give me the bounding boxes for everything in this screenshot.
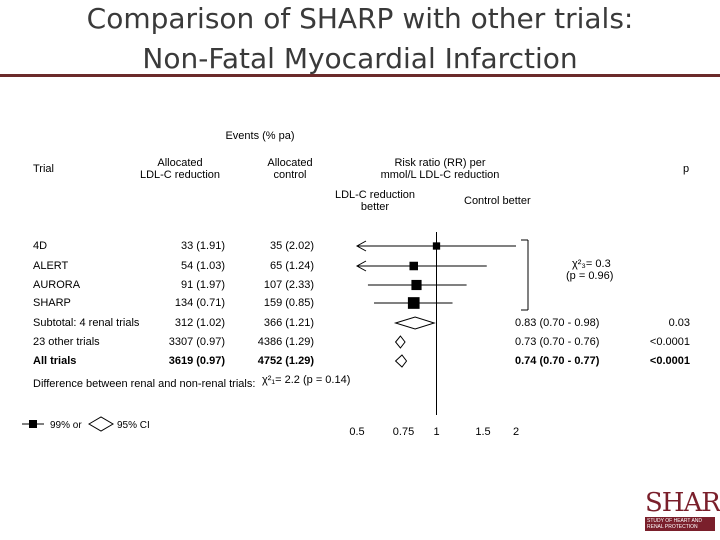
- title-rule: [0, 74, 720, 77]
- row-ldl-events: 33 (1.91): [180, 240, 225, 252]
- difference-stat: χ²₁= 2.2 (p = 0.14): [262, 374, 351, 386]
- heterogeneity-stat: χ²₃= 0.3: [572, 258, 611, 270]
- row-ctrl-events: 35 (2.02): [269, 240, 314, 252]
- alloc-ctrl-header-2: control: [273, 169, 307, 181]
- ci-arrow: [355, 260, 367, 272]
- x-tick-label: 0.5: [349, 426, 364, 438]
- alloc-ldl-header-1: Allocated: [157, 157, 203, 169]
- ci-diamond: [394, 335, 406, 349]
- row-p-value: <0.0001: [649, 355, 690, 367]
- row-ctrl-events: 159 (0.85): [263, 297, 314, 309]
- x-tick-label: 0.75: [393, 426, 414, 438]
- x-tick-label: 2: [513, 426, 519, 438]
- sharp-logo: SHARP STUDY OF HEART AND RENAL PROTECTIO…: [645, 488, 720, 531]
- row-p-value: 0.03: [668, 317, 690, 329]
- row-ctrl-events: 4752 (1.29): [257, 355, 314, 367]
- trial-header: Trial: [33, 163, 54, 175]
- row-ldl-events: 134 (0.71): [174, 297, 225, 309]
- logo-band: STUDY OF HEART AND RENAL PROTECTION: [645, 517, 715, 531]
- row-trial-name: 23 other trials: [33, 336, 100, 348]
- row-ctrl-events: 4386 (1.29): [257, 336, 314, 348]
- row-trial-name: AURORA: [33, 279, 81, 291]
- point-estimate-square: [407, 297, 420, 309]
- legend-ci99-square: [29, 420, 37, 428]
- x-tick-label: 1: [433, 426, 439, 438]
- alloc-ctrl-header-1: Allocated: [267, 157, 313, 169]
- alloc-ldl-header-2: LDL-C reduction: [139, 169, 221, 181]
- row-p-value: <0.0001: [649, 336, 690, 348]
- ci-arrow: [355, 240, 367, 252]
- row-ldl-events: 91 (1.97): [180, 279, 225, 291]
- legend-ci95-label: 95% CI: [117, 420, 150, 431]
- difference-label: Difference between renal and non-renal t…: [33, 378, 256, 390]
- better-ldl-2: better: [360, 201, 390, 213]
- row-rr-text: 0.74 (0.70 - 0.77): [515, 355, 600, 367]
- row-ctrl-events: 65 (1.24): [269, 260, 314, 272]
- row-trial-name: All trials: [33, 355, 77, 367]
- point-estimate-square: [411, 279, 422, 291]
- point-estimate-square: [432, 242, 441, 250]
- events-header: Events (% pa): [225, 130, 295, 142]
- legend-ci95-diamond: [88, 416, 114, 432]
- logo-word: SHARP: [645, 488, 720, 518]
- row-rr-text: 0.73 (0.70 - 0.76): [515, 336, 600, 348]
- row-ctrl-events: 107 (2.33): [263, 279, 314, 291]
- row-ldl-events: 312 (1.02): [174, 317, 225, 329]
- row-ctrl-events: 366 (1.21): [263, 317, 314, 329]
- row-rr-text: 0.83 (0.70 - 0.98): [515, 317, 600, 329]
- rr-header-2: mmol/L LDL-C reduction: [380, 169, 500, 181]
- row-trial-name: ALERT: [33, 260, 69, 272]
- point-estimate-square: [409, 261, 418, 271]
- better-ctrl: Control better: [464, 195, 531, 207]
- rr-header-1: Risk ratio (RR) per: [394, 157, 486, 169]
- row-trial-name: SHARP: [33, 297, 71, 309]
- ci-diamond: [394, 354, 408, 368]
- row-trial-name: Subtotal: 4 renal trials: [33, 317, 140, 329]
- row-trial-name: 4D: [33, 240, 48, 252]
- row-ldl-events: 3619 (0.97): [168, 355, 225, 367]
- page-title-line-2: Non-Fatal Myocardial Infarction: [142, 42, 578, 75]
- legend-ci99-label: 99% or: [50, 420, 82, 431]
- p-header: p: [683, 163, 690, 175]
- better-ldl-1: LDL-C reduction: [334, 189, 416, 201]
- ci-diamond: [393, 316, 436, 330]
- row-ldl-events: 3307 (0.97): [168, 336, 225, 348]
- page-title-line-1: Comparison of SHARP with other trials:: [86, 2, 634, 35]
- x-tick-label: 1.5: [475, 426, 490, 438]
- row-ldl-events: 54 (1.03): [180, 260, 225, 272]
- heterogeneity-p: (p = 0.96): [566, 270, 614, 282]
